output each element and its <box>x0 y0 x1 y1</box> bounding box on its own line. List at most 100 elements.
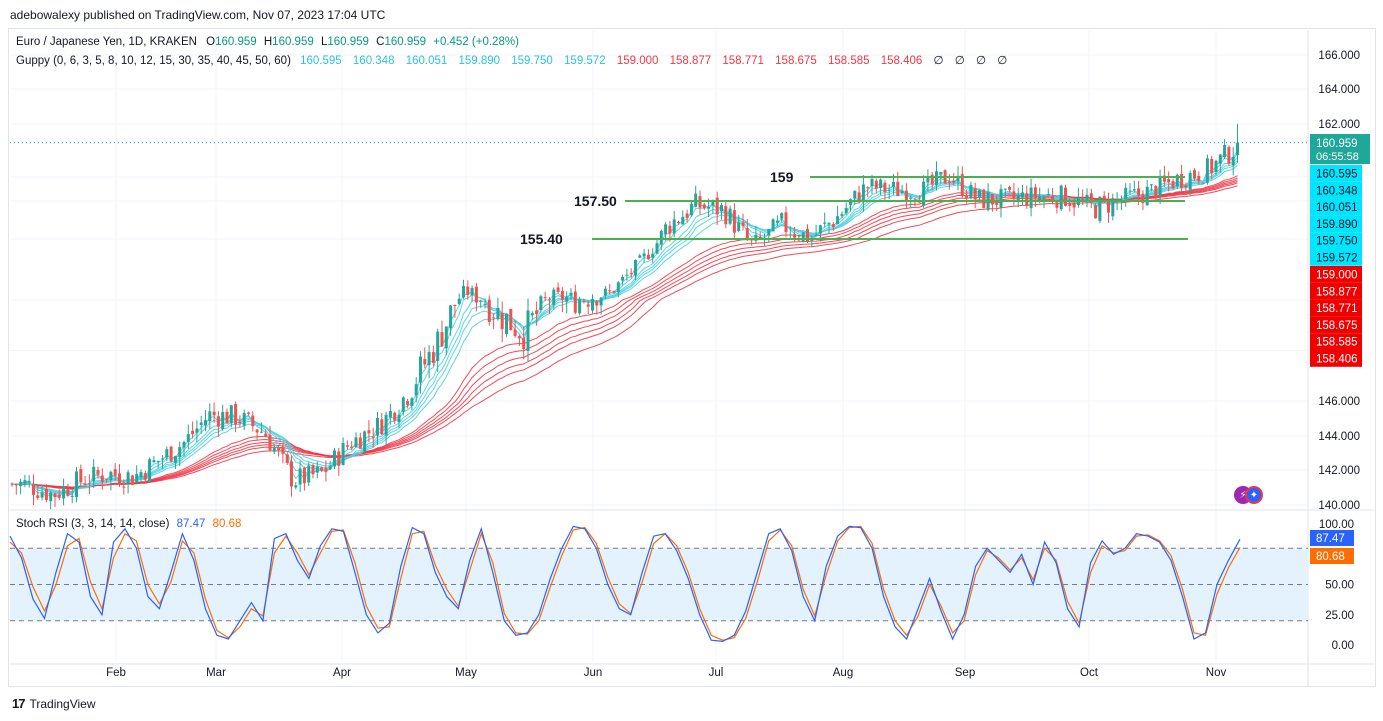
stoch-d-badge <box>1310 548 1354 564</box>
candle-body <box>1029 187 1033 209</box>
ohlc-high: H160.959 <box>263 36 314 48</box>
candle-body <box>853 190 857 199</box>
candle-body <box>612 290 616 293</box>
candle-body <box>118 473 121 485</box>
guppy-value: 158.771 <box>722 55 764 67</box>
candle-body <box>655 243 659 254</box>
candle-body <box>444 326 448 349</box>
candle-body <box>530 312 534 316</box>
guppy-short-ema-line <box>11 157 1238 495</box>
candle-body <box>1128 190 1132 192</box>
candle-body <box>247 412 250 414</box>
candle-body <box>505 314 508 334</box>
candle-body <box>741 222 745 226</box>
candle-body <box>315 466 319 473</box>
tradingview-logo[interactable]: 17 TradingView <box>12 696 96 711</box>
candle-body <box>634 259 637 276</box>
candle-body <box>689 203 693 216</box>
candle-body <box>161 458 164 460</box>
time-axis-label: Feb <box>106 667 126 679</box>
candle-body <box>1072 202 1076 208</box>
candle-body <box>427 352 431 366</box>
stoch-k-badge <box>1310 530 1354 546</box>
ohlc-close: C160.959 <box>376 36 427 48</box>
stoch-k-badge-value: 87.47 <box>1316 533 1345 545</box>
candle-body <box>724 206 728 225</box>
candle-body <box>1055 202 1059 208</box>
price-tick-label: 140.000 <box>1318 500 1360 512</box>
candle-body <box>113 469 117 476</box>
candle-body <box>1167 178 1171 183</box>
guppy-short-ema-line <box>11 149 1238 498</box>
candle-body <box>569 292 573 296</box>
candle-body <box>388 410 392 418</box>
long-ema-badge-value: 159.000 <box>1316 270 1358 282</box>
candle-body <box>982 189 986 208</box>
candle-body <box>1218 154 1222 164</box>
ohlc-low: L160.959 <box>320 36 369 48</box>
candle-body <box>1115 198 1119 201</box>
candle-body <box>354 437 358 447</box>
guppy-value: 160.051 <box>405 55 448 67</box>
candle-body <box>1175 174 1179 187</box>
symbol-legend: Euro / Japanese Yen, 1D, KRAKEN O160.959… <box>16 36 519 48</box>
candle-body <box>586 304 590 307</box>
candle-body <box>182 441 186 448</box>
candle-body <box>483 304 487 306</box>
candle-body <box>973 188 977 200</box>
candle-body <box>234 404 238 425</box>
candle-body <box>728 208 732 224</box>
price-tick-label: 144.000 <box>1318 431 1360 443</box>
long-ema-badge <box>1310 299 1362 317</box>
candle-body <box>380 419 384 435</box>
candle-body <box>707 206 711 209</box>
candle-body <box>1042 196 1046 200</box>
candle-body <box>1081 198 1085 201</box>
candle-body <box>281 447 285 454</box>
candle-body <box>513 329 517 336</box>
candle-body <box>1210 158 1214 174</box>
candle-body <box>259 431 263 433</box>
stoch-d-line <box>9 525 1241 641</box>
candle-body <box>1098 196 1102 221</box>
long-ema-badge-value: 158.585 <box>1316 337 1358 349</box>
support-level-label: 155.40 <box>520 231 563 247</box>
candle-body <box>608 290 612 292</box>
candle-body <box>1201 182 1205 184</box>
price-tick-label: 162.000 <box>1318 119 1360 131</box>
stoch-tick-label: 0.00 <box>1332 640 1354 652</box>
candle-body <box>57 494 61 498</box>
candle-body <box>930 174 934 185</box>
time-axis-label: Apr <box>333 667 351 679</box>
guppy-long-ema-line <box>11 177 1238 490</box>
candle-body <box>277 447 281 451</box>
candle-body <box>677 222 680 224</box>
candle-body <box>522 337 526 349</box>
candle-body <box>552 289 556 305</box>
time-axis-label: May <box>455 667 477 679</box>
candle-body <box>40 492 44 498</box>
candle-body <box>401 397 405 412</box>
candle-body <box>702 204 706 209</box>
candle-body <box>827 223 831 225</box>
candle-body <box>737 222 741 231</box>
candle-body <box>1145 186 1149 206</box>
long-ema-badge-value: 158.771 <box>1316 303 1358 315</box>
guppy-long-ema-line <box>11 179 1238 489</box>
long-ema-badge <box>1310 333 1362 350</box>
candle-body <box>1205 158 1209 183</box>
long-ema-badge <box>1310 266 1362 283</box>
candle-body <box>935 171 938 185</box>
candle-body <box>806 229 809 242</box>
candle-body <box>109 471 113 481</box>
candle-body <box>1132 189 1136 191</box>
candle-body <box>406 401 410 405</box>
candle-body <box>474 286 478 303</box>
candle-body <box>836 216 840 225</box>
euro-flag-icon[interactable]: ✦ <box>1245 486 1263 504</box>
stoch-legend: Stoch RSI (3, 3, 14, 14, close) 87.47 80… <box>16 518 241 530</box>
time-axis-label: Jun <box>584 667 603 679</box>
candle-body <box>616 282 620 292</box>
candle-body <box>646 254 650 260</box>
